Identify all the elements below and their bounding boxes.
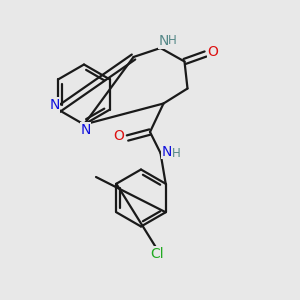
Text: N: N [80,123,91,137]
Text: N: N [162,145,172,158]
Text: N: N [49,98,60,112]
Text: H: H [168,34,177,47]
Text: O: O [113,130,124,143]
Text: H: H [172,147,181,160]
Text: Cl: Cl [151,247,164,261]
Text: N: N [158,34,169,48]
Text: O: O [208,46,218,59]
